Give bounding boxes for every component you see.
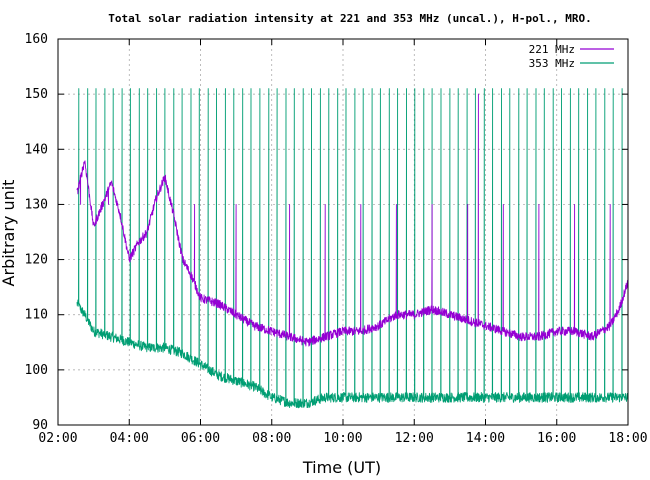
x-tick-label: 10:00	[323, 431, 362, 446]
axis-ticks: 02:00 04:00 06:00 08:00 10:00 12:00 14:00 16:00…	[25, 32, 648, 446]
x-tick-label: 18:00	[608, 431, 647, 446]
legend-label-221: 221 MHz	[529, 43, 575, 56]
series-221-mhz	[76, 93, 629, 347]
x-tick-label: 14:00	[466, 431, 505, 446]
y-tick-label: 120	[25, 253, 48, 268]
y-axis-label: Arbitrary unit	[0, 180, 18, 287]
x-tick-label: 16:00	[537, 431, 576, 446]
y-tick-label: 140	[25, 142, 48, 157]
x-tick-label: 02:00	[38, 431, 77, 446]
y-tick-label: 100	[25, 363, 48, 378]
x-tick-label: 04:00	[110, 431, 149, 446]
x-tick-label: 08:00	[252, 431, 291, 446]
y-tick-label: 90	[32, 418, 48, 433]
x-axis-label: Time (UT)	[302, 458, 381, 477]
plot-frame	[57, 38, 629, 426]
legend-label-353: 353 MHz	[529, 57, 575, 70]
y-tick-label: 160	[25, 32, 48, 47]
grid	[58, 39, 628, 425]
x-tick-label: 06:00	[181, 431, 220, 446]
series-line-353	[76, 88, 629, 409]
series-line-221	[76, 93, 629, 347]
series-353-mhz	[76, 88, 629, 409]
chart-title: Total solar radiation intensity at 221 a…	[108, 12, 591, 25]
x-tick-label: 12:00	[395, 431, 434, 446]
y-tick-label: 150	[25, 87, 48, 102]
y-tick-label: 110	[25, 308, 48, 323]
legend: 221 MHz 353 MHz	[529, 43, 614, 70]
y-tick-label: 130	[25, 197, 48, 212]
